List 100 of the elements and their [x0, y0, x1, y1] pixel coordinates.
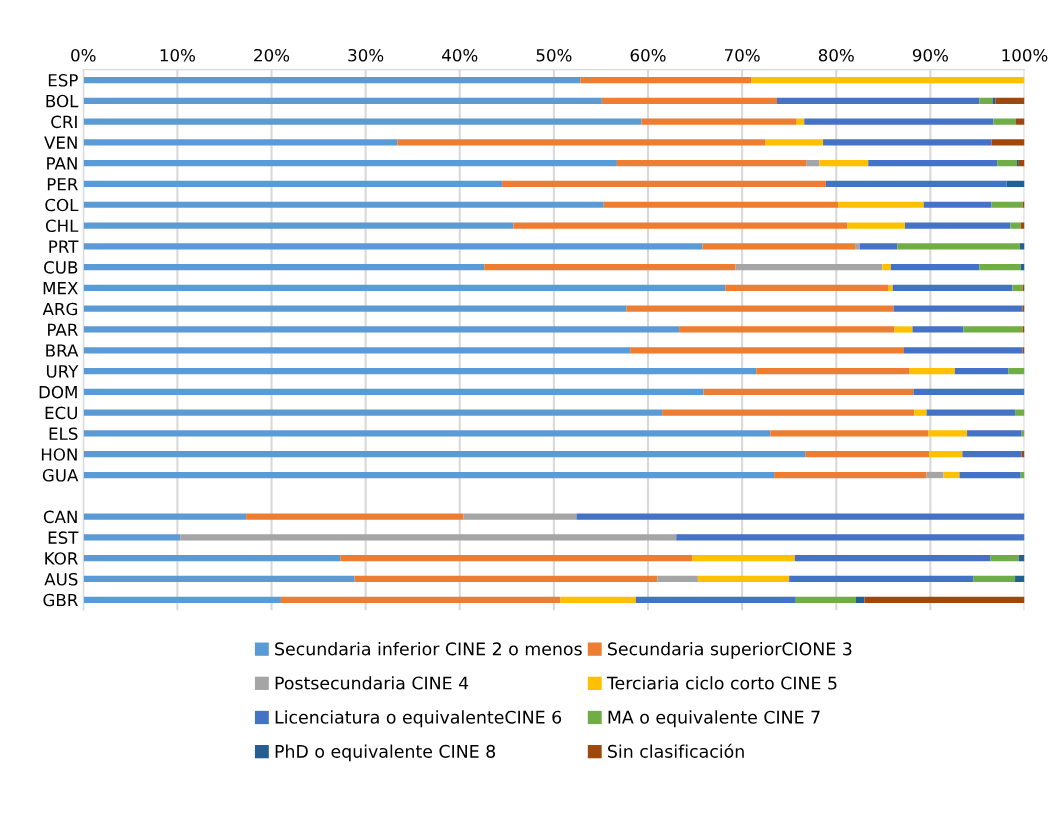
bar	[340, 555, 693, 562]
bar	[825, 180, 1007, 188]
bar	[83, 243, 703, 250]
y-tick-label: EST	[48, 531, 79, 544]
bar	[1020, 222, 1025, 229]
y-tick-label: KOR	[45, 552, 78, 565]
bar	[856, 596, 865, 603]
bar	[83, 118, 642, 125]
bar	[83, 305, 627, 312]
bar	[83, 139, 398, 146]
bar	[859, 243, 898, 250]
bar	[991, 139, 1025, 146]
bar	[962, 451, 1022, 458]
bar	[805, 451, 930, 458]
bar	[280, 596, 561, 603]
x-tick-label: 60%	[630, 48, 666, 62]
bar	[1006, 180, 1025, 188]
bar	[601, 97, 777, 104]
bar	[463, 513, 577, 520]
y-tick-label: GUA	[42, 468, 79, 482]
bar	[679, 326, 895, 333]
bar	[560, 596, 636, 603]
bar	[893, 305, 1023, 312]
bar	[765, 139, 824, 146]
bar	[804, 118, 994, 125]
legend-label: Sin clasificación	[608, 743, 744, 758]
bar	[864, 596, 1025, 603]
bar	[725, 284, 889, 292]
bar	[776, 97, 980, 104]
bar	[83, 76, 581, 84]
bar	[923, 201, 992, 208]
y-tick-label: PRT	[49, 240, 79, 253]
bar	[756, 367, 910, 375]
bar	[502, 180, 826, 188]
bar	[909, 367, 955, 375]
bar	[929, 451, 963, 458]
bar	[789, 575, 974, 583]
bar	[83, 97, 602, 104]
bar	[979, 264, 1021, 271]
y-tick-label: AUS	[44, 572, 78, 586]
bar	[897, 243, 1020, 250]
bar	[83, 347, 631, 354]
x-tick-label: 40%	[442, 48, 478, 62]
bar	[954, 367, 1009, 375]
bar	[580, 76, 752, 84]
bar	[703, 388, 914, 395]
bar	[354, 575, 658, 583]
bar	[888, 284, 893, 292]
legend-label: Secundaria inferior CINE 2 o menos	[275, 642, 582, 656]
y-tick-label: ELS	[49, 427, 78, 441]
bar	[926, 471, 944, 479]
bar	[83, 451, 806, 458]
bar	[967, 430, 1022, 437]
bar	[992, 97, 996, 104]
bar	[995, 97, 1025, 104]
bar	[890, 264, 980, 271]
bar	[774, 471, 927, 479]
bar	[641, 118, 797, 125]
bar	[635, 596, 796, 603]
bar	[83, 284, 726, 292]
bar	[1012, 284, 1023, 292]
bar	[979, 97, 993, 104]
bar	[603, 201, 839, 208]
bar	[806, 160, 820, 167]
bar	[83, 534, 181, 541]
bar	[626, 305, 894, 312]
bar	[838, 201, 924, 208]
y-tick-label: PAN	[47, 157, 77, 170]
bar	[904, 347, 1023, 354]
bar	[83, 409, 663, 416]
y-tick-label: URY	[46, 365, 79, 378]
bar	[913, 388, 1025, 395]
bar	[83, 471, 775, 479]
bar	[662, 409, 915, 416]
bar	[630, 347, 905, 354]
bar	[180, 534, 677, 541]
y-tick-label: COL	[45, 198, 79, 212]
bar	[676, 534, 1025, 541]
legend-label: Postsecundaria CINE 4	[275, 676, 469, 690]
bar	[794, 555, 991, 562]
legend-label: MA o equivalente CINE 7	[608, 710, 820, 728]
bar	[83, 555, 341, 562]
bar	[990, 555, 1019, 562]
x-tick-label: 20%	[254, 48, 290, 62]
bar	[993, 118, 1017, 125]
bar	[697, 575, 790, 583]
bar	[991, 201, 1023, 208]
bar	[914, 409, 927, 416]
bar	[1008, 367, 1025, 375]
bar	[892, 284, 1013, 292]
y-tick-label: HON	[41, 448, 77, 461]
bar	[868, 160, 998, 167]
bar	[855, 243, 860, 250]
bar	[823, 139, 992, 146]
y-tick-label: GBR	[43, 593, 78, 607]
bar	[959, 471, 1021, 479]
bar	[83, 388, 704, 395]
bar	[513, 222, 848, 229]
legend-label: PhD o equivalente CINE 8	[275, 744, 496, 762]
bar	[894, 326, 913, 333]
